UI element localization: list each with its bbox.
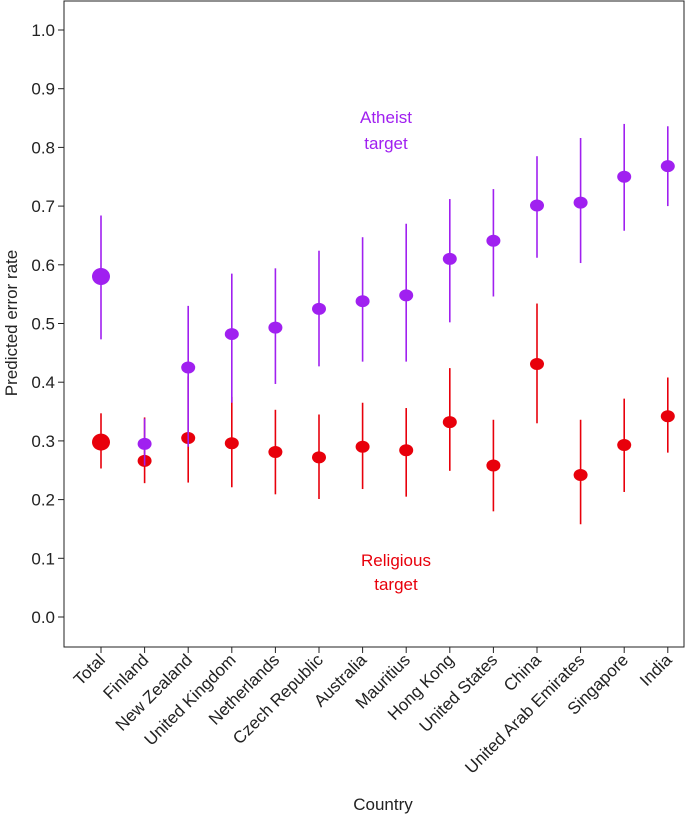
religious-annotation: Religious target xyxy=(361,551,431,594)
y-tick-label: 0.7 xyxy=(31,197,55,216)
data-point xyxy=(355,295,370,308)
atheist-annotation-line2: target xyxy=(364,134,408,153)
y-tick-label: 0.0 xyxy=(31,608,55,627)
data-point xyxy=(137,437,152,450)
data-point xyxy=(573,468,588,481)
data-point xyxy=(617,170,632,183)
y-axis-title: Predicted error rate xyxy=(2,250,21,396)
data-point xyxy=(442,252,457,265)
religious-annotation-line2: target xyxy=(374,575,418,594)
y-tick-label: 0.9 xyxy=(31,80,55,99)
religious-annotation-line1: Religious xyxy=(361,551,431,570)
data-point xyxy=(181,361,196,374)
y-tick-label: 0.5 xyxy=(31,315,55,334)
x-tick-label: India xyxy=(636,650,676,690)
data-point xyxy=(617,439,632,452)
series-atheist-target xyxy=(92,123,675,466)
data-point xyxy=(442,416,457,429)
data-point xyxy=(399,444,414,457)
data-point xyxy=(660,410,675,423)
y-tick-label: 0.6 xyxy=(31,256,55,275)
x-tick-label: United States xyxy=(416,650,502,736)
data-point xyxy=(530,358,544,371)
y-tick-label: 0.8 xyxy=(31,138,55,157)
data-point xyxy=(224,437,239,450)
data-point xyxy=(355,440,370,453)
data-point xyxy=(530,199,544,212)
data-point xyxy=(92,268,110,286)
atheist-annotation-line1: Atheist xyxy=(360,108,412,127)
chart-marks xyxy=(92,123,675,525)
y-tick-label: 0.3 xyxy=(31,432,55,451)
data-point xyxy=(573,196,588,209)
data-point xyxy=(660,160,675,173)
data-point xyxy=(92,433,110,451)
y-axis: 0.0 0.1 0.2 0.3 0.4 0.5 0.6 0.7 0.8 0.9 1.0 xyxy=(31,21,64,627)
data-point xyxy=(224,328,239,341)
x-tick-label: Total xyxy=(70,650,109,689)
y-tick-label: 1.0 xyxy=(31,21,55,40)
y-tick-label: 0.4 xyxy=(31,373,55,392)
y-tick-label: 0.1 xyxy=(31,549,55,568)
data-point xyxy=(268,446,283,459)
atheist-annotation: Atheist target xyxy=(360,108,412,153)
data-point xyxy=(268,321,283,334)
data-point xyxy=(486,234,501,247)
series-religious-target xyxy=(92,303,675,525)
x-axis-title: Country xyxy=(353,795,413,814)
data-point xyxy=(486,459,501,472)
data-point xyxy=(312,302,326,315)
data-point xyxy=(399,289,414,302)
data-point xyxy=(312,451,326,464)
y-tick-label: 0.2 xyxy=(31,491,55,510)
